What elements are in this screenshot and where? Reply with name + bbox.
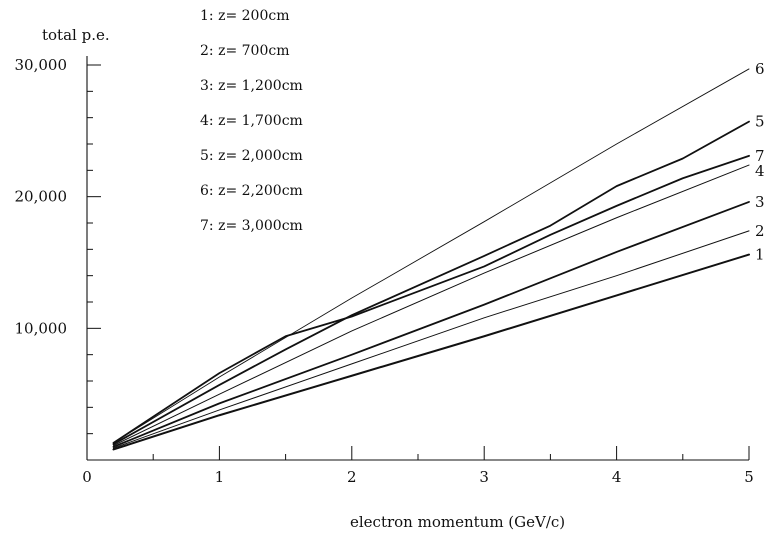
series-end-label: 1 — [755, 246, 765, 264]
legend-entry: 2: z= 700cm — [200, 43, 289, 59]
y-axis-label: total p.e. — [42, 26, 110, 44]
series-line-5 — [112, 120, 750, 446]
y-tick-label: 10,000 — [15, 319, 68, 337]
legend: 1: z= 200cm 2: z= 700cm 3: z= 1,200cm 4: z=… — [200, 8, 303, 234]
x-tick-label: 1 — [215, 468, 225, 486]
y-tick-label: 20,000 — [15, 188, 68, 206]
series-line-6 — [113, 68, 750, 444]
series-group: 6 5 74 3 2 1 — [112, 60, 765, 451]
x-tick-label: 3 — [479, 468, 489, 486]
legend-entry: 1: z= 200cm — [200, 8, 289, 24]
axis-ticks: 0 1 2 3 4 5 10,000 20,000 30,000 — [15, 56, 754, 486]
y-tick-label: 30,000 — [15, 56, 68, 74]
series-end-label: 6 — [755, 60, 765, 78]
x-tick-label: 4 — [612, 468, 622, 486]
series-line-1 — [112, 253, 750, 451]
legend-entry: 7: z= 3,000cm — [200, 218, 303, 234]
series-end-label: 4 — [755, 162, 765, 180]
x-tick-label: 5 — [744, 468, 754, 486]
series-end-label: 7 — [755, 147, 765, 165]
series-line-7 — [112, 154, 750, 444]
series-line-2 — [112, 230, 750, 449]
series-end-label: 5 — [755, 113, 765, 131]
legend-entry: 4: z= 1,700cm — [200, 113, 303, 129]
x-tick-label: 2 — [347, 468, 357, 486]
series-end-label: 3 — [755, 193, 765, 211]
series-line-4 — [112, 164, 750, 447]
x-axis-label: electron momentum (GeV/c) — [350, 513, 565, 531]
series-end-label: 2 — [755, 222, 765, 240]
legend-entry: 6: z= 2,200cm — [200, 183, 303, 199]
x-tick-label: 0 — [82, 468, 92, 486]
legend-entry: 5: z= 2,000cm — [200, 148, 303, 164]
series-line-3 — [112, 201, 750, 448]
legend-entry: 3: z= 1,200cm — [200, 78, 303, 94]
